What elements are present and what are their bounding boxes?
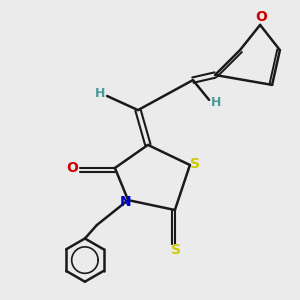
Text: N: N <box>120 195 131 208</box>
Text: S: S <box>190 158 200 171</box>
Text: S: S <box>170 244 181 257</box>
Text: H: H <box>94 87 105 100</box>
Text: H: H <box>211 96 221 110</box>
Text: O: O <box>256 11 268 24</box>
Text: O: O <box>66 161 78 175</box>
